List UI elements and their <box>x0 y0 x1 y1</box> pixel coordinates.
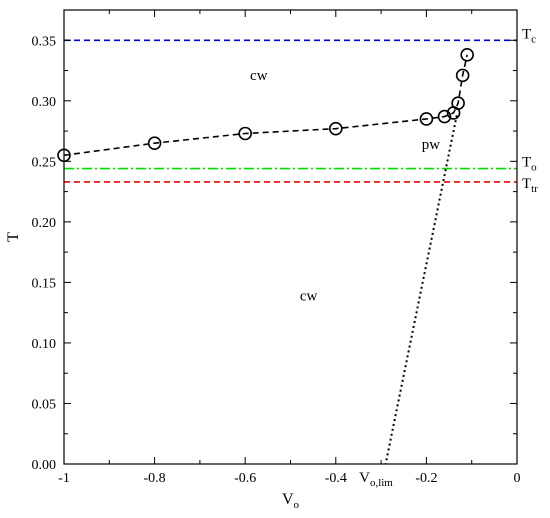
y-tick-label: 0.05 <box>32 397 57 412</box>
text-labels: Tc To Ttr -1 -0.8 -0.6 -0.4 -0.2 0 0.00 0.05 0.10 0.… <box>32 26 539 489</box>
region-label-pw: pw <box>422 137 441 153</box>
y-tick-label: 0.30 <box>32 95 57 110</box>
vo-lim-label: Vo,lim <box>359 470 393 489</box>
series-markers <box>57 47 474 163</box>
y-tick-label: 0.20 <box>32 216 57 231</box>
data-point-marker <box>328 121 343 136</box>
x-axis-title: Vo <box>282 491 300 511</box>
x-tick-label: -0.2 <box>415 471 437 486</box>
data-point-marker <box>238 126 252 141</box>
reference-label-c: Tc <box>522 26 536 45</box>
region-label-cw: cw <box>250 68 268 84</box>
region-label-cw: cw <box>300 289 318 305</box>
data-point-marker <box>419 112 434 126</box>
x-tick-label: -0.8 <box>144 471 166 486</box>
y-tick-label: 0.10 <box>32 337 57 352</box>
data-point-marker <box>451 96 465 111</box>
y-tick-label: 0.00 <box>32 458 57 473</box>
data-point-marker <box>147 136 162 150</box>
series-lines <box>63 54 468 465</box>
data-point-marker <box>460 47 474 62</box>
reference-label-o: To <box>522 155 537 174</box>
x-tick-label: -1 <box>58 471 70 486</box>
y-tick-label: 0.25 <box>32 155 57 170</box>
x-tick-label: 0 <box>514 471 521 486</box>
plot-frame <box>63 9 518 465</box>
y-tick-label: 0.35 <box>32 34 57 49</box>
dashed-series-line <box>63 54 468 157</box>
x-tick-label: -0.6 <box>234 471 256 486</box>
data-point-marker <box>455 68 470 83</box>
x-tick-label: -0.4 <box>325 471 347 486</box>
y-axis-title: T <box>5 232 22 242</box>
reference-label-tr: Ttr <box>522 176 538 195</box>
reference-lines <box>64 39 517 183</box>
dotted-series-line <box>384 115 458 465</box>
data-point-marker <box>437 109 452 124</box>
y-tick-label: 0.15 <box>32 276 57 291</box>
axis-ticks <box>63 10 518 465</box>
